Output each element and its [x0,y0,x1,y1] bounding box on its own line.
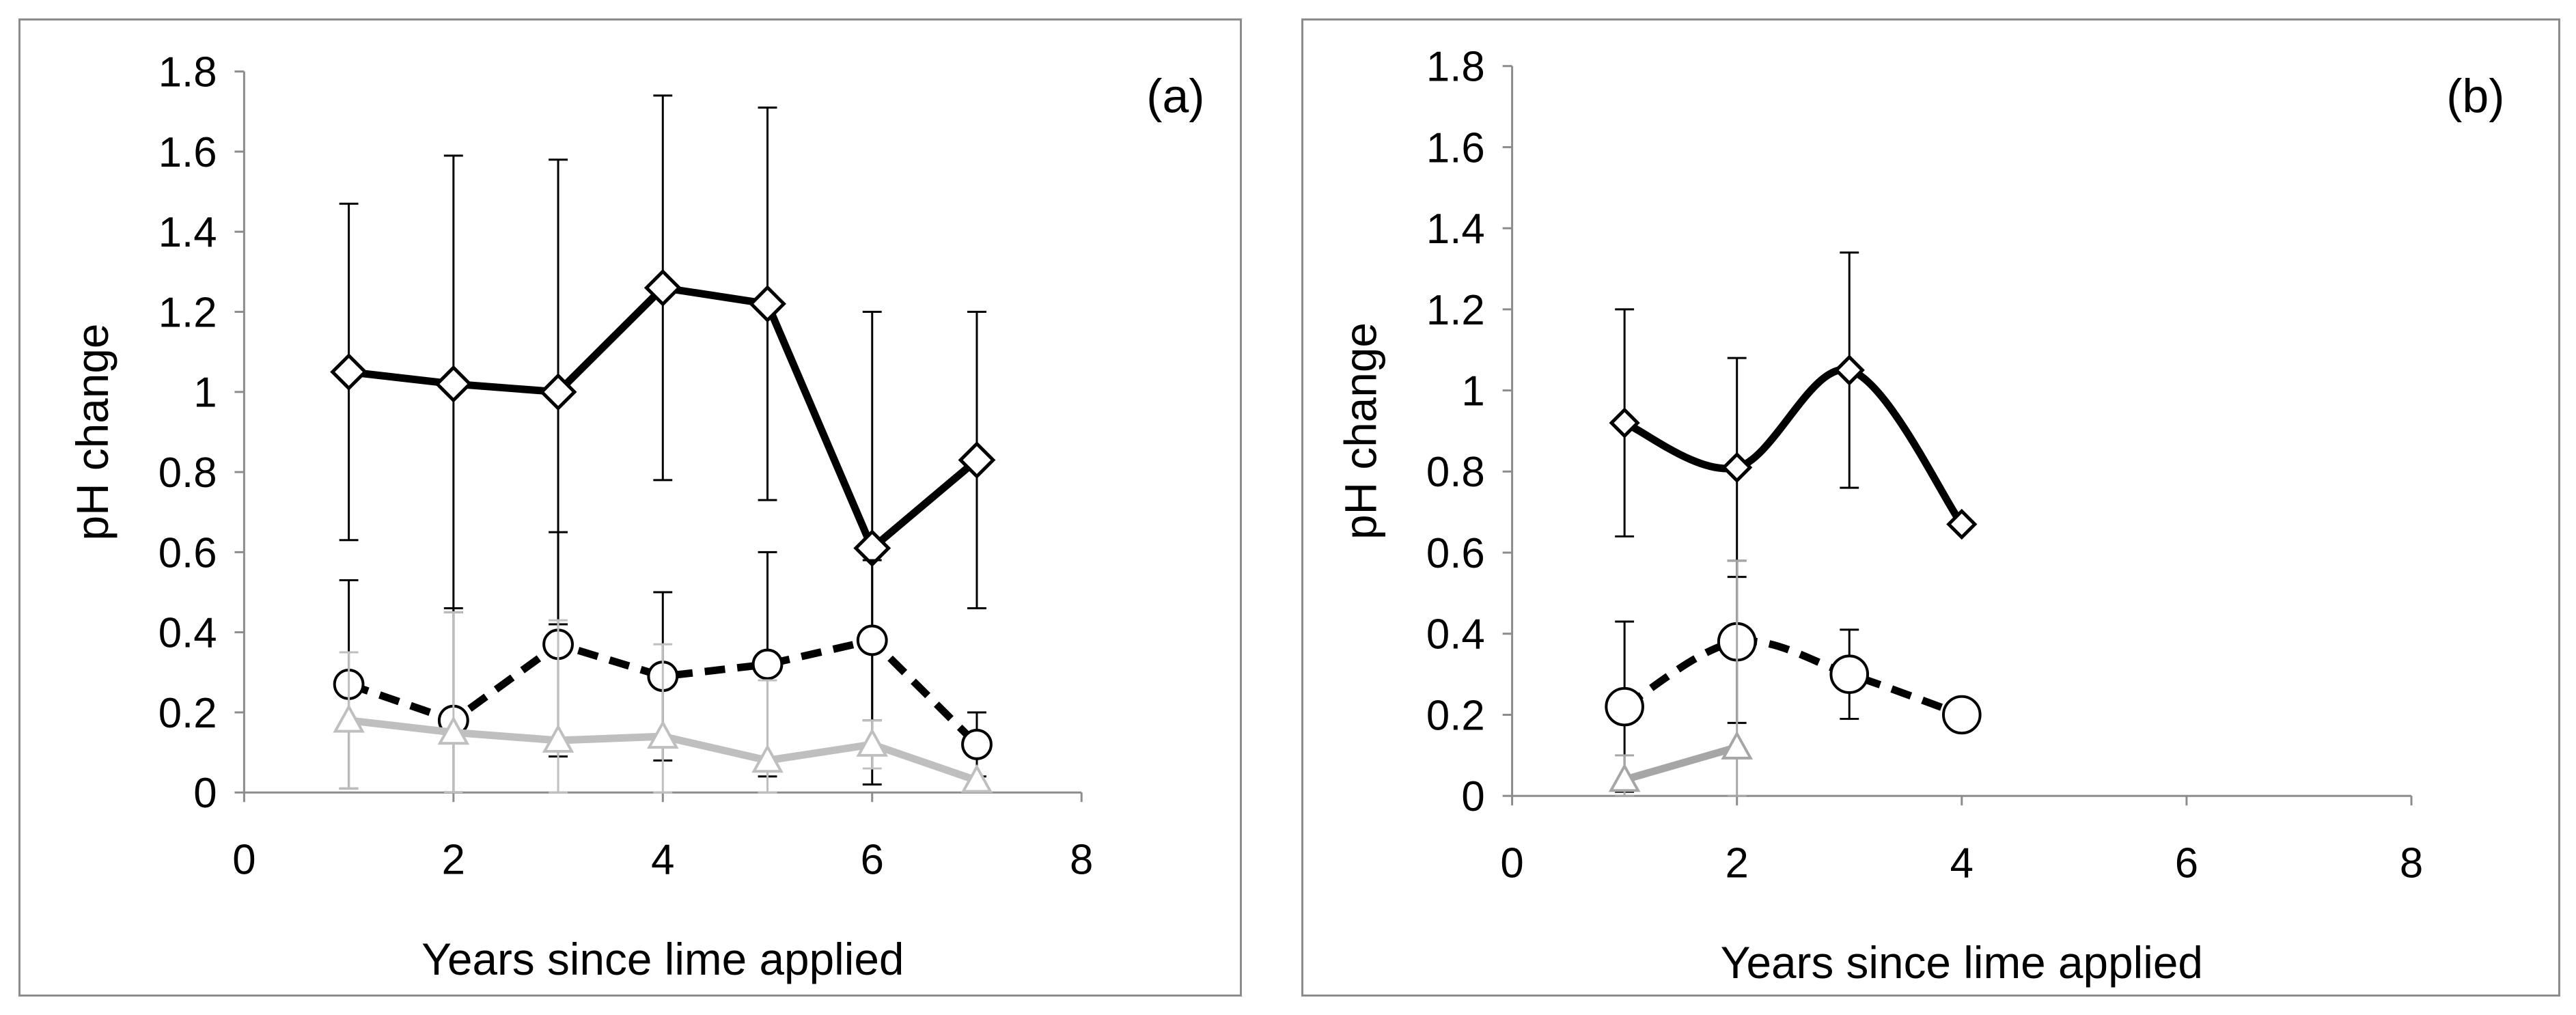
y-tick-label: 1 [1461,368,1484,415]
data-point-diamond [539,373,577,411]
y-axis-title: pH change [1335,322,1385,540]
y-tick-label: 0.6 [158,529,217,576]
y-tick-label: 0.8 [158,449,217,497]
chart-a-svg: 0 0.2 0.4 0.6 0.8 1 1.2 1.4 1.6 1.8 0 2 4 6 8 Years sin… [68,49,1204,985]
data-point-diamond [434,365,473,403]
data-point-triangle [856,727,889,757]
y-tick-label: 1.4 [1426,206,1485,253]
y-tick-label: 1.2 [1426,287,1485,334]
data-point-triangle [751,744,784,773]
x-tick-label: 0 [232,837,255,884]
y-tick-label: 0.2 [1426,692,1485,739]
data-point-triangle [542,723,574,753]
series-circle [1605,559,1982,793]
data-point-triangle [1608,763,1641,792]
data-point-triangle [437,716,470,745]
y-tick-label: 1.2 [158,289,217,336]
x-tick-label: 8 [1070,837,1093,884]
x-tick-label: 8 [2400,840,2423,887]
data-point-circle [856,624,888,656]
series-line [1622,637,1963,719]
data-point-diamond [643,268,682,307]
y-tick-label: 1.6 [158,129,217,176]
y-tick-label: 0.4 [1426,611,1485,658]
x-tick-label: 6 [2175,840,2198,887]
chart-b-svg: 0 0.2 0.4 0.6 0.8 1 1.2 1.4 1.6 1.8 0 2 4 6 8 Years sin… [1335,44,2504,988]
x-tick-label: 2 [1726,840,1749,887]
y-tick-label: 0.4 [158,610,217,657]
x-tick-label: 0 [1500,840,1523,887]
y-tick-label: 0 [193,770,217,817]
x-tick-label: 4 [651,837,674,884]
data-point-triangle [1721,730,1753,760]
y-tick-label: 1.6 [1426,124,1485,171]
y-tick-label: 1.8 [1426,44,1485,91]
data-point-triangle [960,764,993,793]
data-point-circle [1942,695,1982,735]
x-tick-label: 4 [1950,840,1973,887]
data-point-circle [751,648,784,680]
data-point-diamond [1946,508,1978,540]
data-point-circle [1829,654,1870,694]
panel-label: (a) [1146,69,1204,122]
data-point-diamond [958,441,996,479]
y-tick-label: 0.8 [1426,449,1485,496]
chart-panel-a: 0 0.2 0.4 0.6 0.8 1 1.2 1.4 1.6 1.8 0 2 4 6 8 Years sin… [18,18,1242,997]
data-point-circle [1605,686,1644,727]
x-axis-title: Years since lime applied [1721,938,2203,988]
data-point-diamond [1721,451,1753,484]
y-tick-label: 0.2 [158,690,217,737]
y-axis-title: pH change [68,324,117,541]
x-tick-label: 2 [442,837,465,884]
series-line [1622,365,1965,527]
data-point-diamond [1609,407,1640,439]
panel-label: (b) [2446,69,2504,122]
y-tick-label: 1 [193,370,217,417]
series-triangle [333,611,993,794]
x-tick-label: 6 [861,837,884,884]
y-tick-label: 1.8 [158,49,217,96]
data-point-triangle [333,704,365,733]
y-tick-label: 1.4 [158,209,217,256]
y-tick-label: 0.6 [1426,530,1485,577]
data-point-diamond [330,353,368,391]
data-point-triangle [646,720,679,749]
series-diamond [1609,251,1978,579]
chart-panel-b: 0 0.2 0.4 0.6 0.8 1 1.2 1.4 1.6 1.8 0 2 4 6 8 Years sin… [1301,18,2560,997]
data-point-circle [961,728,993,760]
series-triangle [1608,559,1753,797]
data-point-diamond [1833,354,1865,386]
data-point-diamond [749,285,786,323]
y-tick-label: 0 [1461,773,1484,820]
series-line [1623,743,1739,783]
x-axis-title: Years since lime applied [421,934,904,984]
